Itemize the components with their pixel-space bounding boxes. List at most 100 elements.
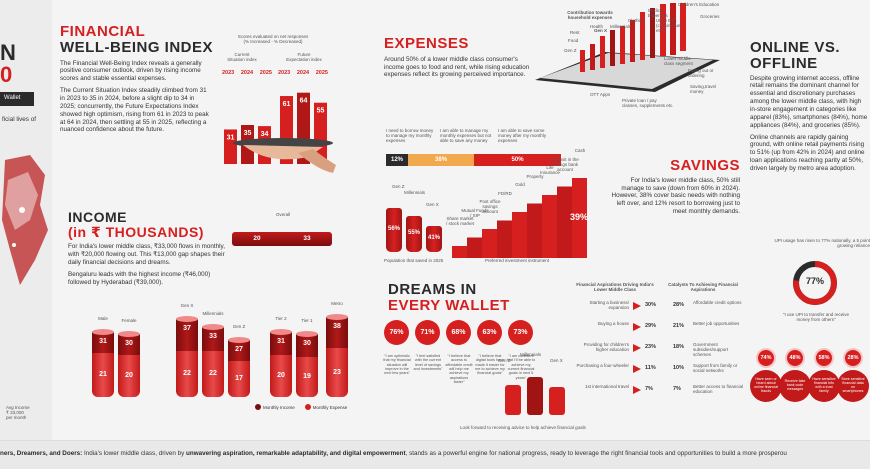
stair-labels: Share market / stock market Mutual Funds … <box>446 148 602 240</box>
stair-label: Mutual Funds / SIP <box>461 207 489 218</box>
year-2023-future: 2023 <box>278 70 291 76</box>
label-eating-out: Eating out or ordering <box>688 68 714 79</box>
online-para2: Online channels are rapidly gaining grou… <box>750 133 865 172</box>
income-category-label: Tier 1 <box>301 317 313 323</box>
stair-step <box>452 246 467 258</box>
income-legend: Monthly Income Monthly Expense <box>255 404 347 410</box>
aspiration-arrow <box>633 344 641 352</box>
label-genz: Gen Z <box>564 48 577 53</box>
dream-value-ball: 73% <box>508 320 533 345</box>
catalyst-pct: 21% <box>673 323 685 329</box>
aspiration-arrow <box>633 323 641 331</box>
income-category-label: Millennials <box>202 311 224 317</box>
savings-gen-cylinder: 55% <box>406 216 422 252</box>
fraud-pct-bubble: 28% <box>843 348 863 368</box>
future-index-label: Future Expectation index <box>286 52 322 63</box>
income-cylinder: 38 <box>326 313 348 349</box>
expense-cylinder: 20 <box>118 354 140 397</box>
dreams-gen-z: Gen Z <box>498 358 511 363</box>
upi-caption: "I use UPI to transfer and receive money… <box>782 312 850 323</box>
online-para1: Despite growing internet access, offline… <box>750 74 868 129</box>
expenses-section: EXPENSES Around 50% of a lower middle cl… <box>384 36 534 79</box>
income-category-label: Gen Z <box>232 324 246 329</box>
year-2024-future: 2024 <box>296 70 310 76</box>
dream-quote: "I am optimistic that my financial situa… <box>383 354 411 376</box>
income-category-label: Metro <box>331 300 343 306</box>
income-title-line1: INCOME <box>68 209 127 225</box>
label-genx: Gen X <box>594 28 608 33</box>
dreams-title-line2: EVERY WALLET <box>388 296 510 314</box>
survey-bar: 12% 38% 50% <box>386 154 561 166</box>
label-private-loan: Private loan / pay classes, supplements … <box>622 98 674 109</box>
dreams-millennials: Millennials <box>520 352 542 357</box>
expense-value: 17 <box>235 375 243 383</box>
fraud-pct-bubble: 48% <box>785 348 805 368</box>
income-cylinder-chart: Male 31 21 Female 30 20 Gen X 37 22 Millennials 33… <box>88 285 378 405</box>
stair-step <box>512 212 527 258</box>
footer-bold: unwavering aspiration, remarkable adapta… <box>186 450 406 457</box>
year-2024: 2024 <box>240 70 254 76</box>
upi-donut <box>793 261 837 305</box>
income-category-label: Male <box>98 315 108 321</box>
survey-save-seg: 50% <box>474 154 561 166</box>
overall-label: Overall <box>275 212 291 217</box>
wellbeing-para1: The Financial Well-Being Index reveals a… <box>60 59 202 83</box>
online-title-line1: ONLINE VS. <box>750 39 841 56</box>
stair-step <box>542 195 557 258</box>
aspiration-label: 1st international travel <box>584 384 629 389</box>
expense-value: 23 <box>333 368 341 376</box>
stair-top-value: 39% <box>570 212 588 222</box>
stair-label: Property <box>526 173 544 179</box>
stair-label: Gold <box>515 182 525 187</box>
dreams-quotes-row: "I am optimistic that my financial situa… <box>383 354 544 414</box>
income-category-label: Female <box>121 317 137 323</box>
wellbeing-bar-value: 55 <box>317 108 325 115</box>
expense-value: 22 <box>209 369 217 377</box>
online-title-line2: OFFLINE <box>750 54 818 72</box>
income-value: 27 <box>235 346 243 353</box>
fraud-circle-text: Store sensitive financial data on smartp… <box>837 370 869 402</box>
survey-q3: I am able to save some money after my mo… <box>498 128 547 144</box>
savings-gen-cylinder: 41% <box>426 226 442 252</box>
aspiration-arrow <box>633 302 641 310</box>
catalyst-pct: 28% <box>673 302 685 308</box>
savings-instr-note: Preferred investment instrument <box>485 258 550 263</box>
aspiration-arrow <box>633 386 641 394</box>
income-value: 33 <box>209 333 217 341</box>
aspirations-title: Financial Aspirations Driving India's Lo… <box>576 282 654 293</box>
millennials-label: Millennials <box>404 190 426 195</box>
expense-value: 19 <box>303 372 311 380</box>
stair-step <box>572 178 587 258</box>
survey-borrow-seg: 12% <box>386 154 408 166</box>
catalyst-label: Better job opportunities <box>693 321 740 326</box>
stair-step <box>497 220 512 258</box>
savings-para: For India's lower middle class, 50% stil… <box>611 176 740 216</box>
wellbeing-para2: The Current Situation Index steadily cli… <box>60 87 209 134</box>
fraud-circle-text: Have seen or heard about online financia… <box>750 370 782 402</box>
aspiration-pct: 29% <box>645 323 657 329</box>
legend-expense-label: Monthly Expense <box>312 404 348 410</box>
dream-value-ball: 71% <box>415 320 440 345</box>
wellbeing-chart-note: Scores evaluated on net responses (% Inc… <box>237 34 309 45</box>
stair-step <box>467 237 482 258</box>
income-cylinder: 33 <box>202 324 224 351</box>
expense-cylinder: 19 <box>296 356 318 397</box>
footer-mid: India's lower middle class, driven by <box>84 450 186 457</box>
fraud-pct-bubble: 74% <box>756 348 776 368</box>
survey-q1: I need to borrow money to manage my mont… <box>386 128 434 144</box>
left-title-fragment: N <box>0 40 16 65</box>
wellbeing-section: FINANCIAL WELL-BEING INDEX The Financial… <box>60 24 380 199</box>
dreams-section: DREAMS IN EVERY WALLET <box>388 282 568 314</box>
dream-quote: "I feel satisfied with the current level… <box>413 354 443 372</box>
survey-nosave-seg: 38% <box>408 154 475 166</box>
survey-q2: I am able to manage my monthly expenses … <box>440 128 492 144</box>
dream-value-ball: 76% <box>384 320 409 345</box>
label-health: Health <box>590 24 604 29</box>
current-index-label: Current Situation index <box>227 52 257 63</box>
income-cylinder: 30 <box>118 330 140 355</box>
stair-step <box>527 203 542 258</box>
expense-cylinder: 23 <box>326 348 348 397</box>
overall-bar: 20 33 <box>232 232 332 246</box>
label-clothes: Clothes <box>628 18 644 23</box>
aspiration-label: Buying a house <box>597 321 629 326</box>
